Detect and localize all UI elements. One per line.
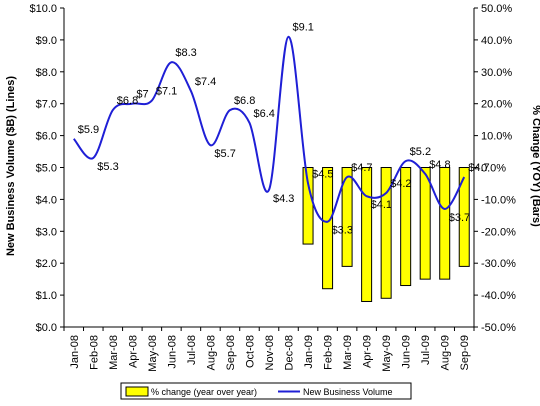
right-tick-label: 0.0% [481,163,506,175]
right-tick-label: 30.0% [481,67,512,79]
left-tick-label: $1.0 [36,290,57,302]
line-data-label: $7.1 [156,86,177,98]
right-tick-label: 40.0% [481,35,512,47]
right-tick-label: -30.0% [481,258,516,270]
x-tick-label: Jun-09 [401,335,413,369]
y-axis-left-title: New Business Volume ($B) (Lines) [5,76,17,256]
x-tick-label: Nov-08 [264,335,276,370]
left-tick-label: $0.0 [36,322,57,334]
left-tick-label: $6.0 [36,131,57,143]
left-tick-label: $9.0 [36,35,57,47]
line-data-label: $3.7 [449,212,470,224]
line-data-labels: $5.9$5.3$6.8$7 $7.1$8.3$7.4$5.7$6.8$6.4$4… [78,22,490,237]
bar-feb-09 [322,167,334,290]
left-tick-label: $7.0 [36,99,57,111]
series-line-new-business-volume [72,35,466,223]
bar-jan-09 [302,167,314,245]
line-data-label: $7 [136,89,148,101]
x-tick-label: Jul-08 [186,335,198,365]
left-tick-label: $4.0 [36,194,57,206]
bar-apr-09 [361,167,373,302]
x-tick-label: Mar-08 [108,335,120,370]
line-data-label: $4.7 [468,162,489,174]
right-tick-label: -20.0% [481,226,516,238]
x-tick-label: Apr-08 [127,335,139,368]
left-tick-label: $3.0 [36,226,57,238]
x-tick-label: Sep-09 [459,335,471,370]
right-tick-label: 10.0% [481,131,512,143]
x-tick-label: Jan-09 [303,335,315,369]
line-data-label: $4.3 [273,193,294,205]
x-tick-label: Feb-09 [323,335,335,370]
bar-mar-09 [341,167,353,267]
left-tick-label: $8.0 [36,67,57,79]
line-data-label: $4.8 [429,159,450,171]
right-tick-label: -10.0% [481,194,516,206]
line-data-label: $5.9 [78,124,99,136]
line-data-label: $6.8 [117,95,138,107]
line-data-label: $4.1 [371,199,392,211]
x-tick-label: Jan-08 [69,335,81,369]
x-tick-label: Mar-09 [342,335,354,370]
right-tick-label: -40.0% [481,290,516,302]
x-tick-label: May-08 [147,335,159,372]
x-ticks: Jan-08 Feb-08 Mar-08 Apr-08 May-08 Jun-08 Jul-… [63,327,475,372]
bar-may-09 [380,167,392,299]
line-data-label: $4.5 [312,168,333,180]
legend-bar-swatch [125,386,149,397]
x-tick-label: May-09 [381,335,393,372]
line-data-label: $4.7 [351,162,372,174]
x-tick-label: Feb-08 [88,335,100,370]
line-data-label: $8.3 [175,47,196,59]
legend-line-label: New Business Volume [303,387,393,397]
line-data-label: $7.4 [195,76,216,88]
y-axis-right-title: % Change (YOY) (Bars) [530,105,540,227]
left-y-ticks: $0.0 $1.0 $2.0 $3.0 $4.0 $5.0 $6.0 $7.0 $8.0 $9.0… [29,3,64,334]
x-tick-label: Oct-08 [244,335,256,368]
legend: % change (year over year) New Business V… [120,382,412,400]
x-tick-label: Jun-08 [166,335,178,369]
line-data-label: $9.1 [293,22,314,34]
x-tick-label: Aug-09 [440,335,452,370]
legend-box [120,382,412,400]
x-tick-label: Dec-08 [284,335,296,370]
right-y-ticks: -50.0% -40.0% -30.0% -20.0% -10.0% 0.0% 10.0% 2… [474,3,516,334]
bar-jul-09 [419,167,431,280]
x-tick-label: Sep-08 [225,335,237,370]
bar-aug-09 [439,167,451,280]
right-tick-label: -50.0% [481,322,516,334]
line-data-label: $4.2 [390,178,411,190]
line-data-label: $3.3 [332,225,353,237]
x-tick-label: Aug-08 [205,335,217,370]
bar-jun-09 [400,167,412,287]
x-tick-label: Jul-09 [420,335,432,365]
left-tick-label: $5.0 [36,163,57,175]
line-data-label: $6.8 [234,95,255,107]
line-data-label: $5.2 [410,146,431,158]
line-data-label: $6.4 [253,108,274,120]
right-tick-label: 50.0% [481,3,512,15]
left-tick-label: $10.0 [29,3,57,15]
line-data-label: $5.3 [97,161,118,173]
left-tick-label: $2.0 [36,258,57,270]
bar-sep-09 [458,167,470,267]
bar-series [302,167,470,302]
legend-bar-label: % change (year over year) [151,387,257,397]
right-tick-label: 20.0% [481,99,512,111]
x-tick-label: Apr-09 [362,335,374,368]
line-data-label: $5.7 [214,148,235,160]
